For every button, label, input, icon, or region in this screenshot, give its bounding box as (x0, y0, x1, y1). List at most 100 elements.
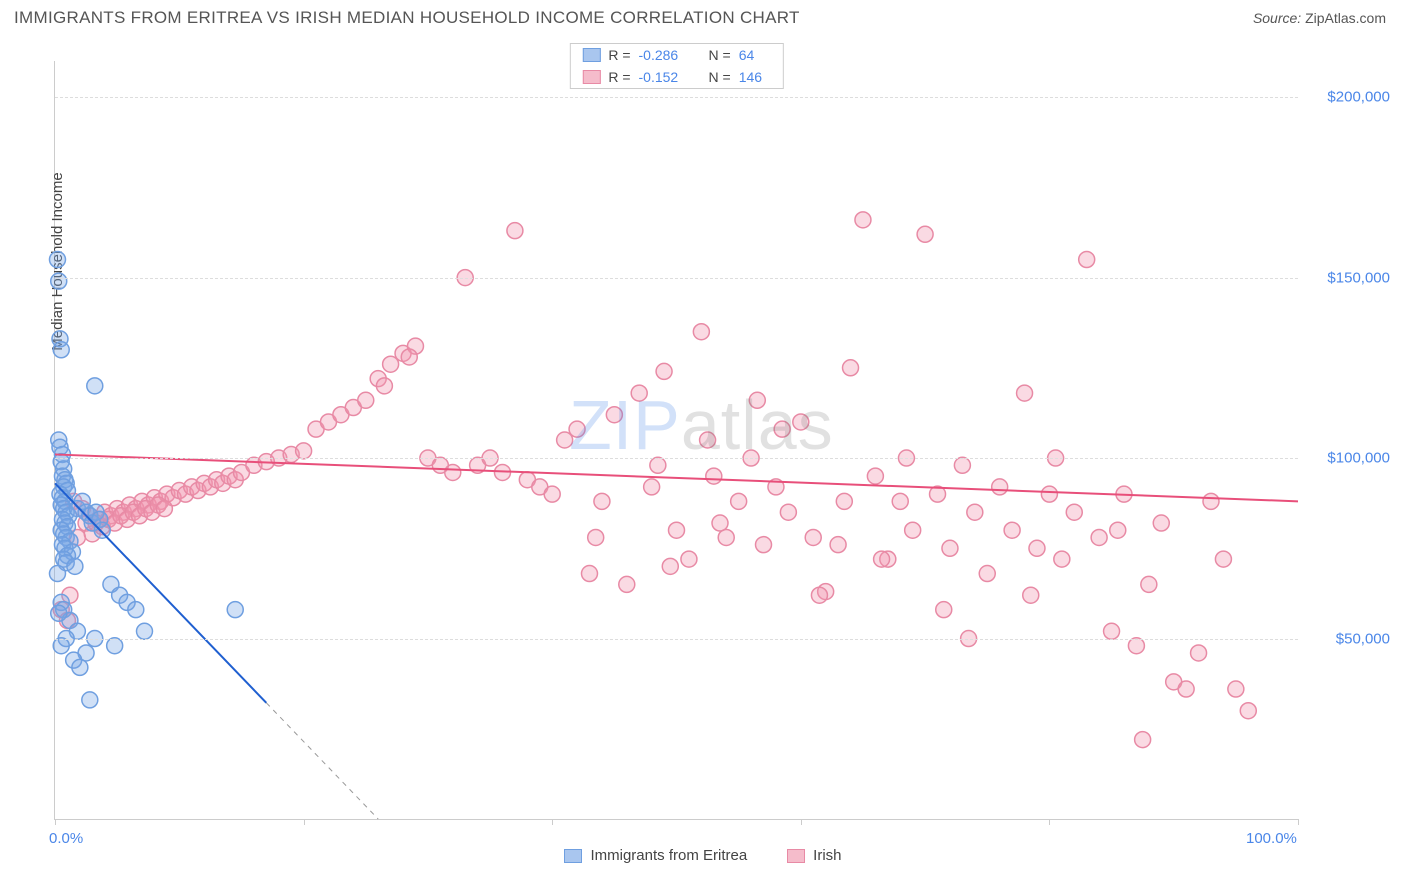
point (1079, 252, 1095, 268)
point (136, 623, 152, 639)
n-value-irish: 146 (739, 69, 771, 85)
point (401, 349, 417, 365)
point (830, 537, 846, 553)
n-label: N = (709, 47, 731, 63)
point (979, 566, 995, 582)
r-value-irish: -0.152 (639, 69, 691, 85)
point (1141, 576, 1157, 592)
point (700, 432, 716, 448)
point (1178, 681, 1194, 697)
source-attribution: Source: ZipAtlas.com (1253, 10, 1386, 26)
x-tick (1049, 819, 1050, 825)
point (644, 479, 660, 495)
chart-container: Median Household Income R = -0.286 N = 6… (14, 45, 1392, 860)
point (712, 515, 728, 531)
series-legend: Immigrants from Eritrea Irish (14, 847, 1392, 864)
point (669, 522, 685, 538)
point (156, 501, 172, 517)
swatch-eritrea (582, 48, 600, 62)
y-tick-label: $100,000 (1327, 450, 1390, 467)
point (87, 378, 103, 394)
point (805, 529, 821, 545)
point (51, 605, 67, 621)
plot-area: Median Household Income R = -0.286 N = 6… (54, 61, 1298, 820)
legend-row-irish: R = -0.152 N = 146 (570, 66, 782, 88)
gridline (55, 458, 1298, 459)
point (1240, 703, 1256, 719)
n-value-eritrea: 64 (739, 47, 771, 63)
point (507, 223, 523, 239)
point (836, 493, 852, 509)
point (650, 457, 666, 473)
point (49, 252, 65, 268)
point (1023, 587, 1039, 603)
header: IMMIGRANTS FROM ERITREA VS IRISH MEDIAN … (0, 0, 1406, 32)
point (581, 566, 597, 582)
point (376, 378, 392, 394)
x-tick (1298, 819, 1299, 825)
gridline (55, 97, 1298, 98)
point (594, 493, 610, 509)
y-tick-label: $50,000 (1336, 630, 1390, 647)
point (892, 493, 908, 509)
point (606, 407, 622, 423)
point (1203, 493, 1219, 509)
swatch-irish (582, 70, 600, 84)
point (855, 212, 871, 228)
correlation-legend: R = -0.286 N = 64 R = -0.152 N = 146 (569, 43, 783, 89)
legend-item-irish: Irish (787, 847, 841, 864)
y-tick-label: $200,000 (1327, 89, 1390, 106)
point (656, 363, 672, 379)
point (1110, 522, 1126, 538)
point (774, 421, 790, 437)
point (619, 576, 635, 592)
point (874, 551, 890, 567)
point (1004, 522, 1020, 538)
gridline (55, 278, 1298, 279)
point (1135, 732, 1151, 748)
point (843, 360, 859, 376)
point (588, 529, 604, 545)
swatch-irish-bottom (787, 849, 805, 863)
legend-label-eritrea: Immigrants from Eritrea (590, 847, 747, 864)
legend-row-eritrea: R = -0.286 N = 64 (570, 44, 782, 66)
point (1153, 515, 1169, 531)
source-label: Source: (1253, 10, 1301, 26)
point (53, 342, 69, 358)
point (706, 468, 722, 484)
point (942, 540, 958, 556)
r-label: R = (608, 47, 630, 63)
point (296, 443, 312, 459)
point (749, 392, 765, 408)
point (681, 551, 697, 567)
point (811, 587, 827, 603)
point (128, 602, 144, 618)
point (227, 602, 243, 618)
x-tick (552, 819, 553, 825)
point (107, 638, 123, 654)
r-label: R = (608, 69, 630, 85)
point (51, 273, 67, 289)
point (905, 522, 921, 538)
point (967, 504, 983, 520)
point (917, 226, 933, 242)
point (72, 659, 88, 675)
x-tick (55, 819, 56, 825)
point (1054, 551, 1070, 567)
x-tick (801, 819, 802, 825)
point (67, 558, 83, 574)
point (631, 385, 647, 401)
trend-line-extrapolated (266, 703, 378, 819)
point (1104, 623, 1120, 639)
source-value: ZipAtlas.com (1305, 10, 1386, 26)
point (1029, 540, 1045, 556)
point (693, 324, 709, 340)
point (992, 479, 1008, 495)
scatter-svg (55, 61, 1298, 819)
point (1091, 529, 1107, 545)
point (731, 493, 747, 509)
point (1191, 645, 1207, 661)
x-tick (304, 819, 305, 825)
point (53, 638, 69, 654)
point (1228, 681, 1244, 697)
